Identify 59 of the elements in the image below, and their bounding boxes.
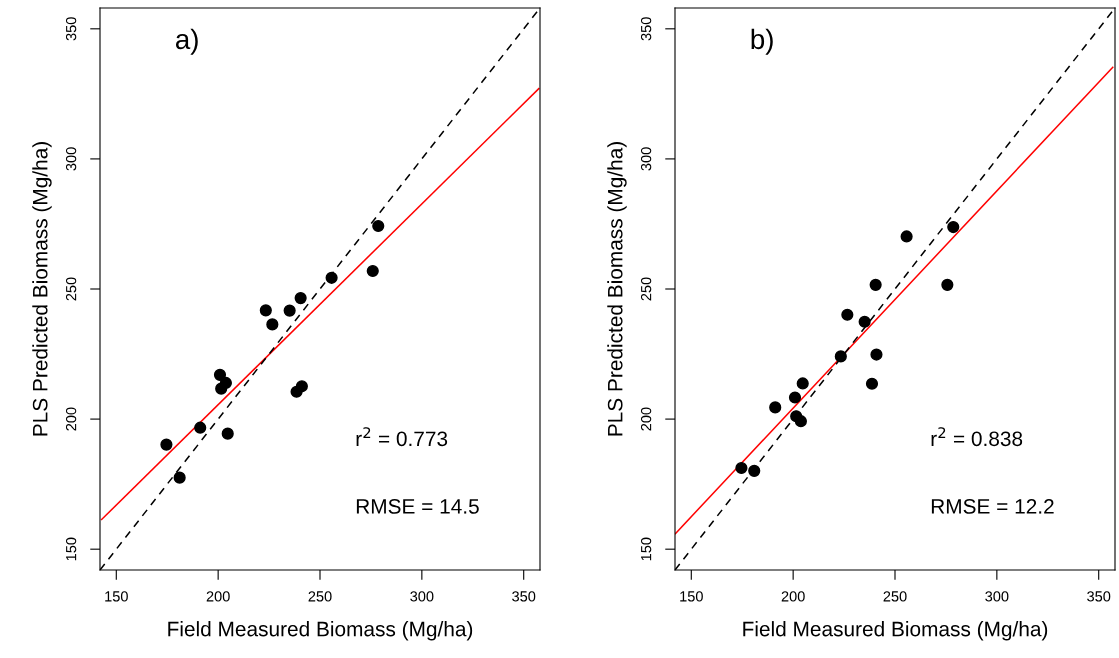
point	[947, 221, 960, 234]
x-tick-label: 250	[883, 591, 907, 602]
point	[788, 391, 802, 404]
point	[796, 377, 809, 390]
x-tick-label: 250	[308, 591, 332, 602]
point	[869, 278, 882, 291]
y-tick-label: 200	[640, 407, 652, 431]
x-tick-label: 300	[410, 591, 434, 602]
annotation: RMSE = 12.2	[931, 499, 1054, 514]
x-tick-label: 350	[1087, 591, 1111, 602]
y-axis-title: PLS Predicted Biomass (Mg/ha)	[32, 142, 52, 436]
annotation: r$^{2}$ = 0.838	[931, 427, 1023, 447]
y-tick-label: 300	[640, 147, 652, 171]
x-axis-title: Field Measured Biomass (Mg/ha)	[743, 621, 1048, 641]
y-tick-label: 150	[640, 537, 652, 561]
x-axis-title: Field Measured Biomass (Mg/ha)	[168, 621, 473, 641]
x-tick-label: 200	[781, 591, 805, 602]
y-tick-label: 150	[65, 537, 77, 561]
point	[215, 382, 228, 395]
point	[366, 264, 379, 278]
y-tick-label: 300	[65, 147, 77, 171]
y-tick-label: 350	[640, 17, 652, 41]
point	[870, 348, 883, 361]
point	[865, 377, 879, 390]
point	[290, 385, 303, 398]
point	[213, 368, 227, 381]
point	[372, 219, 385, 233]
point	[325, 271, 338, 284]
point	[173, 471, 186, 484]
point	[283, 304, 296, 317]
annotation: r$^{2}$ = 0.773	[356, 427, 448, 447]
y-axis-title: PLS Predicted Biomass (Mg/ha)	[607, 142, 627, 436]
y-tick-label: 250	[640, 277, 652, 301]
point	[900, 230, 913, 243]
point	[858, 315, 871, 328]
point	[748, 464, 761, 477]
y-tick-label: 200	[65, 407, 77, 431]
x-tick-label: 150	[680, 591, 703, 602]
point	[769, 401, 782, 414]
point	[160, 438, 173, 451]
point	[841, 308, 854, 321]
y-tick-label: 250	[65, 277, 77, 301]
x-tick-label: 350	[512, 591, 536, 602]
point	[735, 461, 748, 475]
annotation: b)	[751, 28, 773, 55]
point	[941, 278, 954, 291]
x-tick-label: 300	[985, 591, 1009, 602]
x-tick-label: 200	[206, 591, 230, 602]
point	[266, 318, 279, 331]
point	[834, 350, 847, 363]
x-tick-label: 150	[105, 591, 128, 602]
point	[259, 304, 272, 317]
point	[294, 292, 307, 305]
point	[794, 415, 807, 428]
y-tick-label: 350	[65, 17, 77, 41]
annotation: a)	[175, 28, 198, 55]
point	[194, 421, 207, 434]
annotation: RMSE = 14.5	[356, 499, 479, 514]
point	[221, 427, 234, 440]
